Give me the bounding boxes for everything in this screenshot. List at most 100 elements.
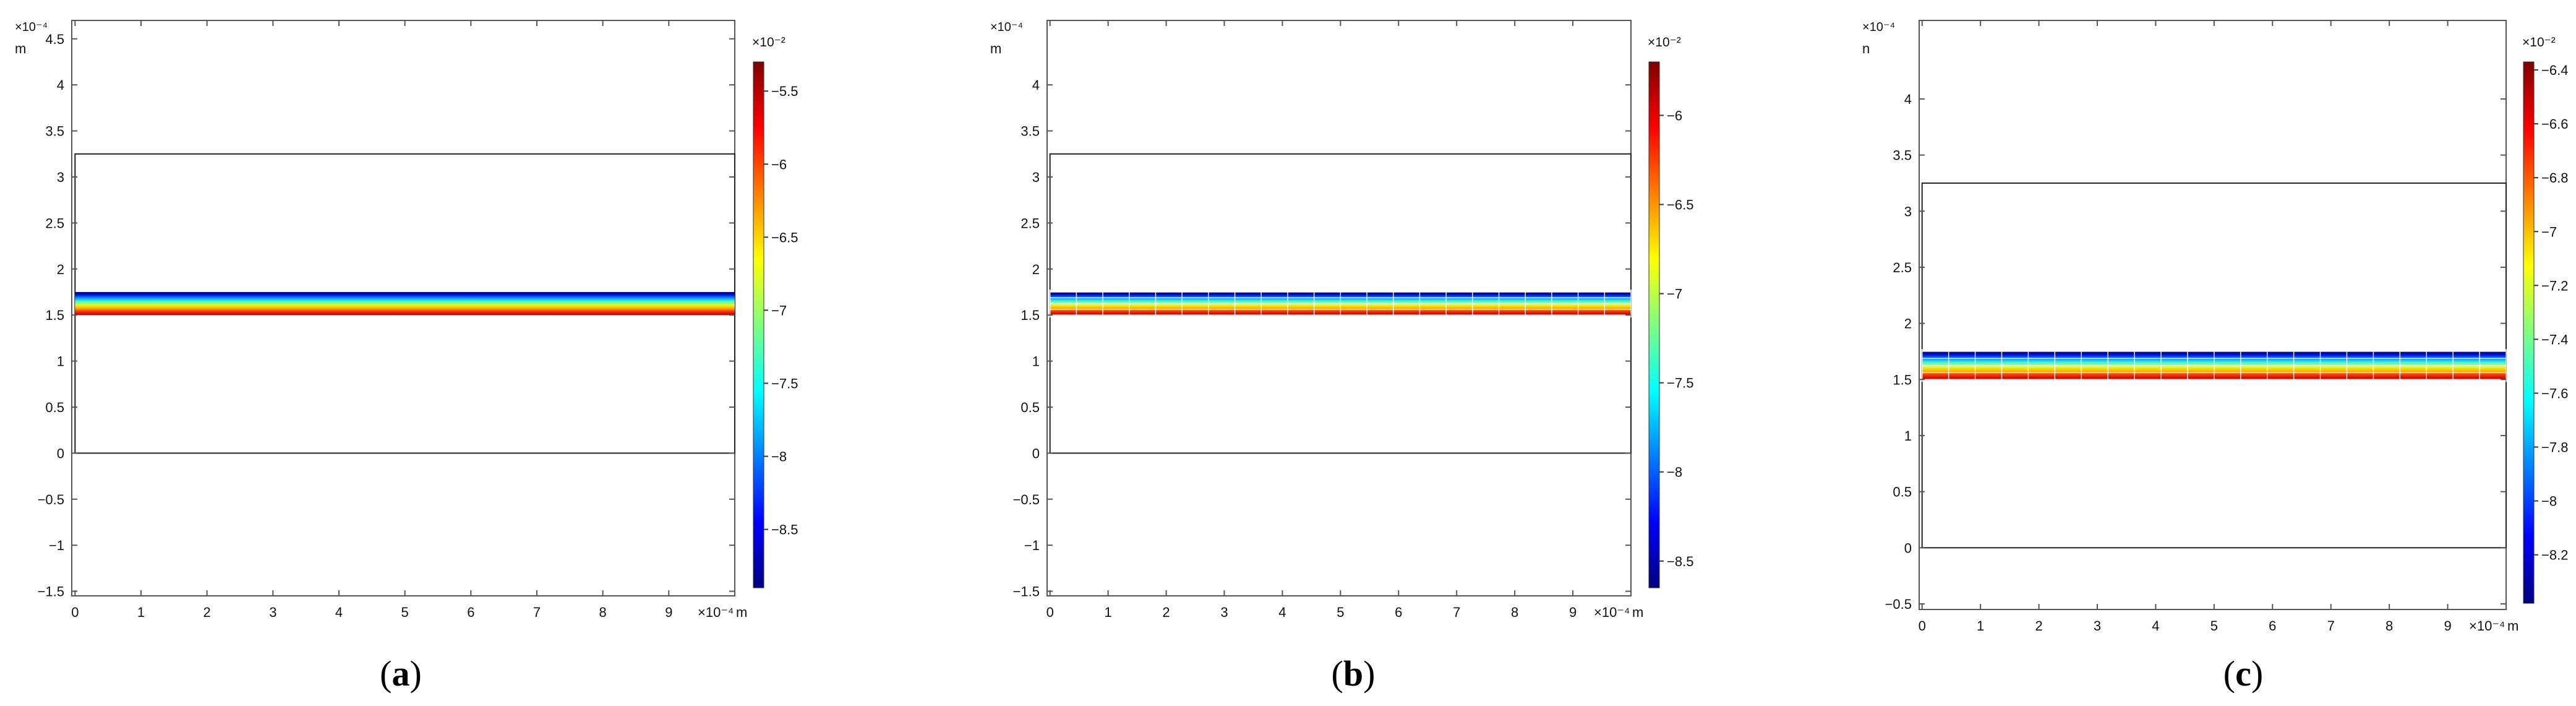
y-axis-unit: m (15, 41, 26, 56)
colorbar-tick-label: −7 (771, 303, 787, 318)
x-tick-label: 0 (71, 605, 79, 620)
x-tick-label: 7 (2327, 618, 2335, 634)
colorbar-tick-label: −7.5 (1667, 376, 1693, 391)
x-axis-unit: m (2507, 618, 2518, 634)
colorbar-tick-label: −6 (1667, 108, 1682, 123)
colorbar-tick-label: −6.4 (2541, 62, 2568, 78)
colorbar-tick-label: −7.5 (771, 376, 798, 391)
y-tick-label: 2 (1904, 316, 1912, 332)
y-tick-label: −0.5 (1885, 596, 1912, 612)
y-tick-label: −1.5 (1013, 584, 1040, 600)
y-tick-label: −1 (1024, 538, 1040, 553)
x-tick-label: 8 (2386, 618, 2393, 634)
chart-panel-1: 0 1 2 3 4 5 6 7 8 9 ×10⁻⁴ m−1.5−1−0.500.511.522.533… (15, 20, 798, 694)
y-axis-exponent: ×10⁻⁴ (990, 20, 1023, 34)
x-tick-label: 3 (2094, 618, 2101, 634)
colorbar-tick-label: −7.4 (2541, 332, 2568, 347)
x-tick-label: 6 (2269, 618, 2276, 634)
y-tick-label: 1 (57, 354, 64, 369)
y-tick-label: 0.5 (1893, 484, 1912, 500)
colorbar-tick-label: −6.6 (2541, 116, 2568, 132)
x-tick-label: 5 (1337, 605, 1344, 620)
colorbar-exponent: ×10⁻² (2522, 35, 2556, 50)
y-tick-label: 4 (57, 77, 64, 93)
field-band (75, 291, 735, 316)
y-tick-label: 3.5 (1021, 124, 1040, 139)
x-tick-label: 1 (1977, 618, 1984, 634)
x-tick-label: 4 (1278, 605, 1286, 620)
x-tick-label: 6 (1395, 605, 1402, 620)
y-tick-label: 1 (1032, 354, 1040, 369)
x-tick-label: 9 (2444, 618, 2451, 634)
x-tick-label: 1 (137, 605, 145, 620)
y-tick-label: −0.5 (1013, 492, 1040, 507)
x-tick-label: 3 (1220, 605, 1228, 620)
y-tick-label: 4.5 (45, 32, 64, 47)
colorbar-tick-label: −6.5 (1667, 197, 1693, 213)
chart-panel-2: 0 1 2 3 4 5 6 7 8 9 ×10⁻⁴ m−1.5−1−0.500.511.522.533… (990, 20, 1693, 694)
x-tick-label: 8 (1511, 605, 1518, 620)
colorbar-tick-label: −8.5 (1667, 554, 1693, 569)
x-tick-label: 3 (269, 605, 276, 620)
x-axis-unit: m (736, 605, 747, 620)
x-tick-label: 6 (467, 605, 474, 620)
colorbar-tick-label: −5.5 (771, 84, 798, 99)
x-tick-label: 9 (665, 605, 672, 620)
x-tick-label: 2 (1162, 605, 1170, 620)
y-tick-label: 1.5 (1893, 372, 1912, 387)
y-tick-label: −1.5 (38, 584, 64, 600)
y-tick-label: 3 (1904, 204, 1912, 219)
y-axis-exponent: ×10⁻⁴ (15, 20, 48, 34)
plot-frame (1919, 20, 2507, 610)
colorbar-tick-label: −8.2 (2541, 548, 2568, 563)
x-tick-label: 7 (1453, 605, 1460, 620)
y-axis-unit: n (1862, 41, 1870, 56)
colorbar-tick-label: −7 (1667, 286, 1682, 302)
y-tick-label: 4 (1904, 92, 1912, 107)
y-axis-exponent: ×10⁻⁴ (1862, 20, 1895, 34)
y-tick-label: 0 (1032, 446, 1040, 461)
mesh-lines (1049, 289, 1632, 318)
x-tick-label: 5 (2210, 618, 2218, 634)
x-tick-label: 2 (2035, 618, 2042, 634)
y-tick-label: 1 (1904, 428, 1912, 444)
y-tick-label: 2 (57, 262, 64, 277)
panel-caption: (c) (2223, 653, 2263, 694)
y-tick-label: 3.5 (1893, 148, 1912, 163)
colorbar-tick-label: −8 (1667, 465, 1682, 480)
y-tick-label: 2.5 (45, 215, 64, 231)
colorbar-tick-label: −7 (2541, 224, 2557, 239)
x-axis-exponent: ×10⁻⁴ (698, 605, 734, 620)
colorbar-exponent: ×10⁻² (1648, 35, 1681, 50)
x-tick-label: 5 (401, 605, 409, 620)
colorbar-tick-label: −8 (2541, 494, 2557, 509)
colorbar-tick-label: −7.8 (2541, 440, 2568, 455)
colorbar-tick-label: −6.8 (2541, 170, 2568, 186)
colorbar-tick-label: −8 (771, 449, 787, 465)
y-tick-label: 0 (1904, 540, 1912, 556)
colorbar-tick-label: −7.2 (2541, 278, 2568, 293)
y-tick-label: 1.5 (45, 308, 64, 323)
x-tick-label: 0 (1046, 605, 1054, 620)
colorbar-tick-label: −6 (771, 157, 787, 172)
y-tick-label: −1 (49, 538, 64, 553)
x-tick-label: 4 (335, 605, 343, 620)
y-tick-label: 2.5 (1893, 260, 1912, 275)
colorbar-tick-label: −7.6 (2541, 385, 2568, 401)
x-tick-label: 1 (1105, 605, 1112, 620)
y-tick-label: −0.5 (38, 492, 64, 507)
y-tick-label: 3.5 (45, 124, 64, 139)
x-tick-label: 4 (2152, 618, 2159, 634)
y-tick-label: 0.5 (1021, 400, 1040, 415)
y-tick-label: 2 (1032, 262, 1040, 277)
x-tick-label: 9 (1569, 605, 1577, 620)
y-tick-label: 4 (1032, 77, 1040, 93)
colorbar (2523, 61, 2535, 604)
mesh-lines (1921, 348, 2507, 382)
x-tick-label: 8 (599, 605, 607, 620)
colorbar (1648, 61, 1660, 588)
y-tick-label: 3 (1032, 170, 1040, 185)
colorbar-tick-label: −6.5 (771, 230, 798, 245)
x-tick-label: 7 (533, 605, 541, 620)
